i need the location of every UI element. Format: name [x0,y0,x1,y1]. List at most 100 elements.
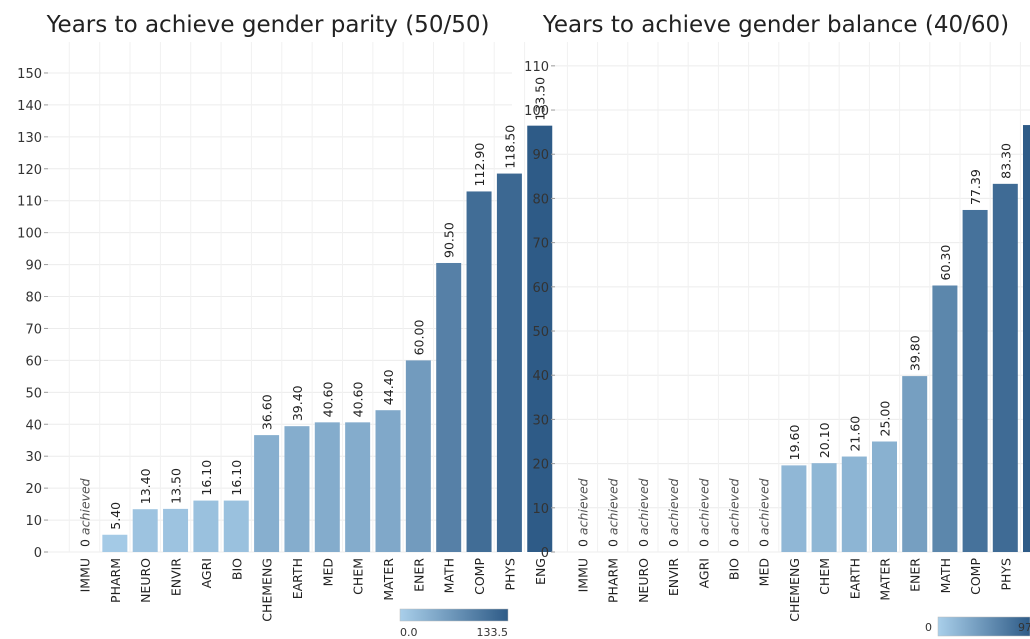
bar-phys [992,183,1018,552]
data-label: 0 achieved [757,478,772,547]
y-tick-label: 110 [524,60,549,75]
data-label: 0 achieved [576,478,591,547]
data-label: 13.40 [138,468,153,504]
legend-min-label: 0 [925,621,932,634]
data-label: 77.39 [968,169,983,205]
x-tick-label: EARTH [290,558,305,599]
x-tick-label: PHARM [108,558,123,603]
legend-max-label: 97 [1018,621,1030,634]
bar-earth [284,426,310,552]
data-label: 20.10 [817,422,832,458]
x-tick-label: COMP [968,558,983,595]
x-tick-label: AGRI [199,558,214,588]
color-legend: 0 97 [925,616,1030,637]
bar-envir [163,508,189,552]
data-label: 0 achieved [696,478,711,547]
y-tick-label: 100 [17,227,42,242]
x-tick-label: CHEMENG [260,558,275,622]
data-label: 25.00 [878,401,893,437]
bar-eng [527,125,553,553]
bar-comp [962,209,988,552]
x-tick-label: BIO [229,558,244,580]
x-tick-label: PHYS [998,558,1013,591]
bar-med [314,422,340,552]
bar-mater [872,441,897,552]
y-tick-label: 60 [25,354,42,369]
x-tick-label: CHEM [817,558,832,595]
bar-math [932,285,958,552]
data-label: 0 achieved [666,478,681,547]
x-tick-label: PHYS [502,558,517,591]
bar-comp [466,191,492,553]
data-label: 39.40 [290,385,305,421]
data-label: 60.30 [938,245,953,281]
x-tick-label: MATER [878,558,893,601]
y-tick-label: 60 [532,281,549,296]
x-tick-label: IMMU [576,558,591,592]
y-tick-label: 120 [17,163,42,178]
data-label: 112.90 [472,143,487,187]
data-label: 60.00 [411,320,426,356]
y-tick-label: 100 [524,104,549,119]
y-tick-label: 20 [25,482,42,497]
data-label: 0 achieved [78,478,93,547]
x-axis: IMMU PHARM NEURO ENVIR AGRI BIO MED CHEMENG CHEM… [576,558,1030,622]
bar-bio [223,500,249,552]
y-tick-label: 50 [532,325,549,340]
data-label: 0 achieved [727,478,742,547]
data-label: 96.60 [1029,84,1030,120]
data-label: 36.60 [260,394,275,430]
data-labels: 0 achieved 5.40 13.40 13.50 16.10 16.10 36.60 3… [78,77,548,547]
x-tick-label: ENG [1029,558,1030,585]
gridlines [48,42,526,553]
data-label: 40.60 [320,382,335,418]
x-axis: IMMU PHARM NEURO ENVIR AGRI BIO CHEMENG EARTH ME… [78,558,548,622]
x-tick-label: ENER [411,558,426,592]
x-tick-label: COMP [472,558,487,595]
data-label: 21.60 [847,416,862,452]
y-tick-label: 50 [25,386,42,401]
y-tick-label: 80 [25,291,42,306]
data-label: 16.10 [199,460,214,496]
y-tick-label: 0 [541,546,549,561]
bars [102,125,553,553]
data-label: 0 achieved [606,478,621,547]
x-tick-label: MED [757,558,772,586]
bar-eng [1023,125,1030,552]
chart-title: Years to achieve gender balance (40/60) [542,12,1009,38]
x-tick-label: NEURO [138,558,153,603]
bar-chem [345,422,371,552]
data-label: 19.60 [787,425,802,461]
bar-pharm [102,534,128,552]
x-tick-label: PHARM [606,558,621,603]
bar-mater [375,410,401,552]
x-tick-label: MED [320,558,335,586]
y-tick-label: 40 [532,369,549,384]
y-axis: 0 10 20 30 40 50 60 70 80 90 100 110 120 130 140 150 [17,67,48,561]
y-tick-label: 110 [17,195,42,210]
bar-ener [405,360,431,552]
chart-left: Years to achieve gender parity (50/50) 0… [17,12,553,639]
data-label: 5.40 [108,502,123,530]
x-tick-label: MATH [938,558,953,593]
x-tick-label: ENER [908,558,923,592]
x-tick-label: CHEM [351,558,366,595]
bar-math [436,262,462,552]
bar-chem [811,463,837,552]
data-label: 39.80 [908,335,923,371]
legend-max-label: 133.5 [477,626,509,639]
y-tick-label: 70 [25,322,42,337]
x-tick-label: NEURO [636,558,651,603]
bar-phys [496,173,522,552]
x-tick-label: AGRI [696,558,711,588]
x-tick-label: MATH [442,558,457,593]
x-tick-label: ENVIR [666,558,681,596]
bars [781,125,1030,552]
y-tick-label: 30 [25,450,42,465]
x-tick-label: EARTH [847,558,862,599]
data-label: 118.50 [502,125,517,169]
x-tick-label: ENG [533,558,548,585]
legend-gradient [937,616,1030,637]
bar-neuro [132,509,158,552]
